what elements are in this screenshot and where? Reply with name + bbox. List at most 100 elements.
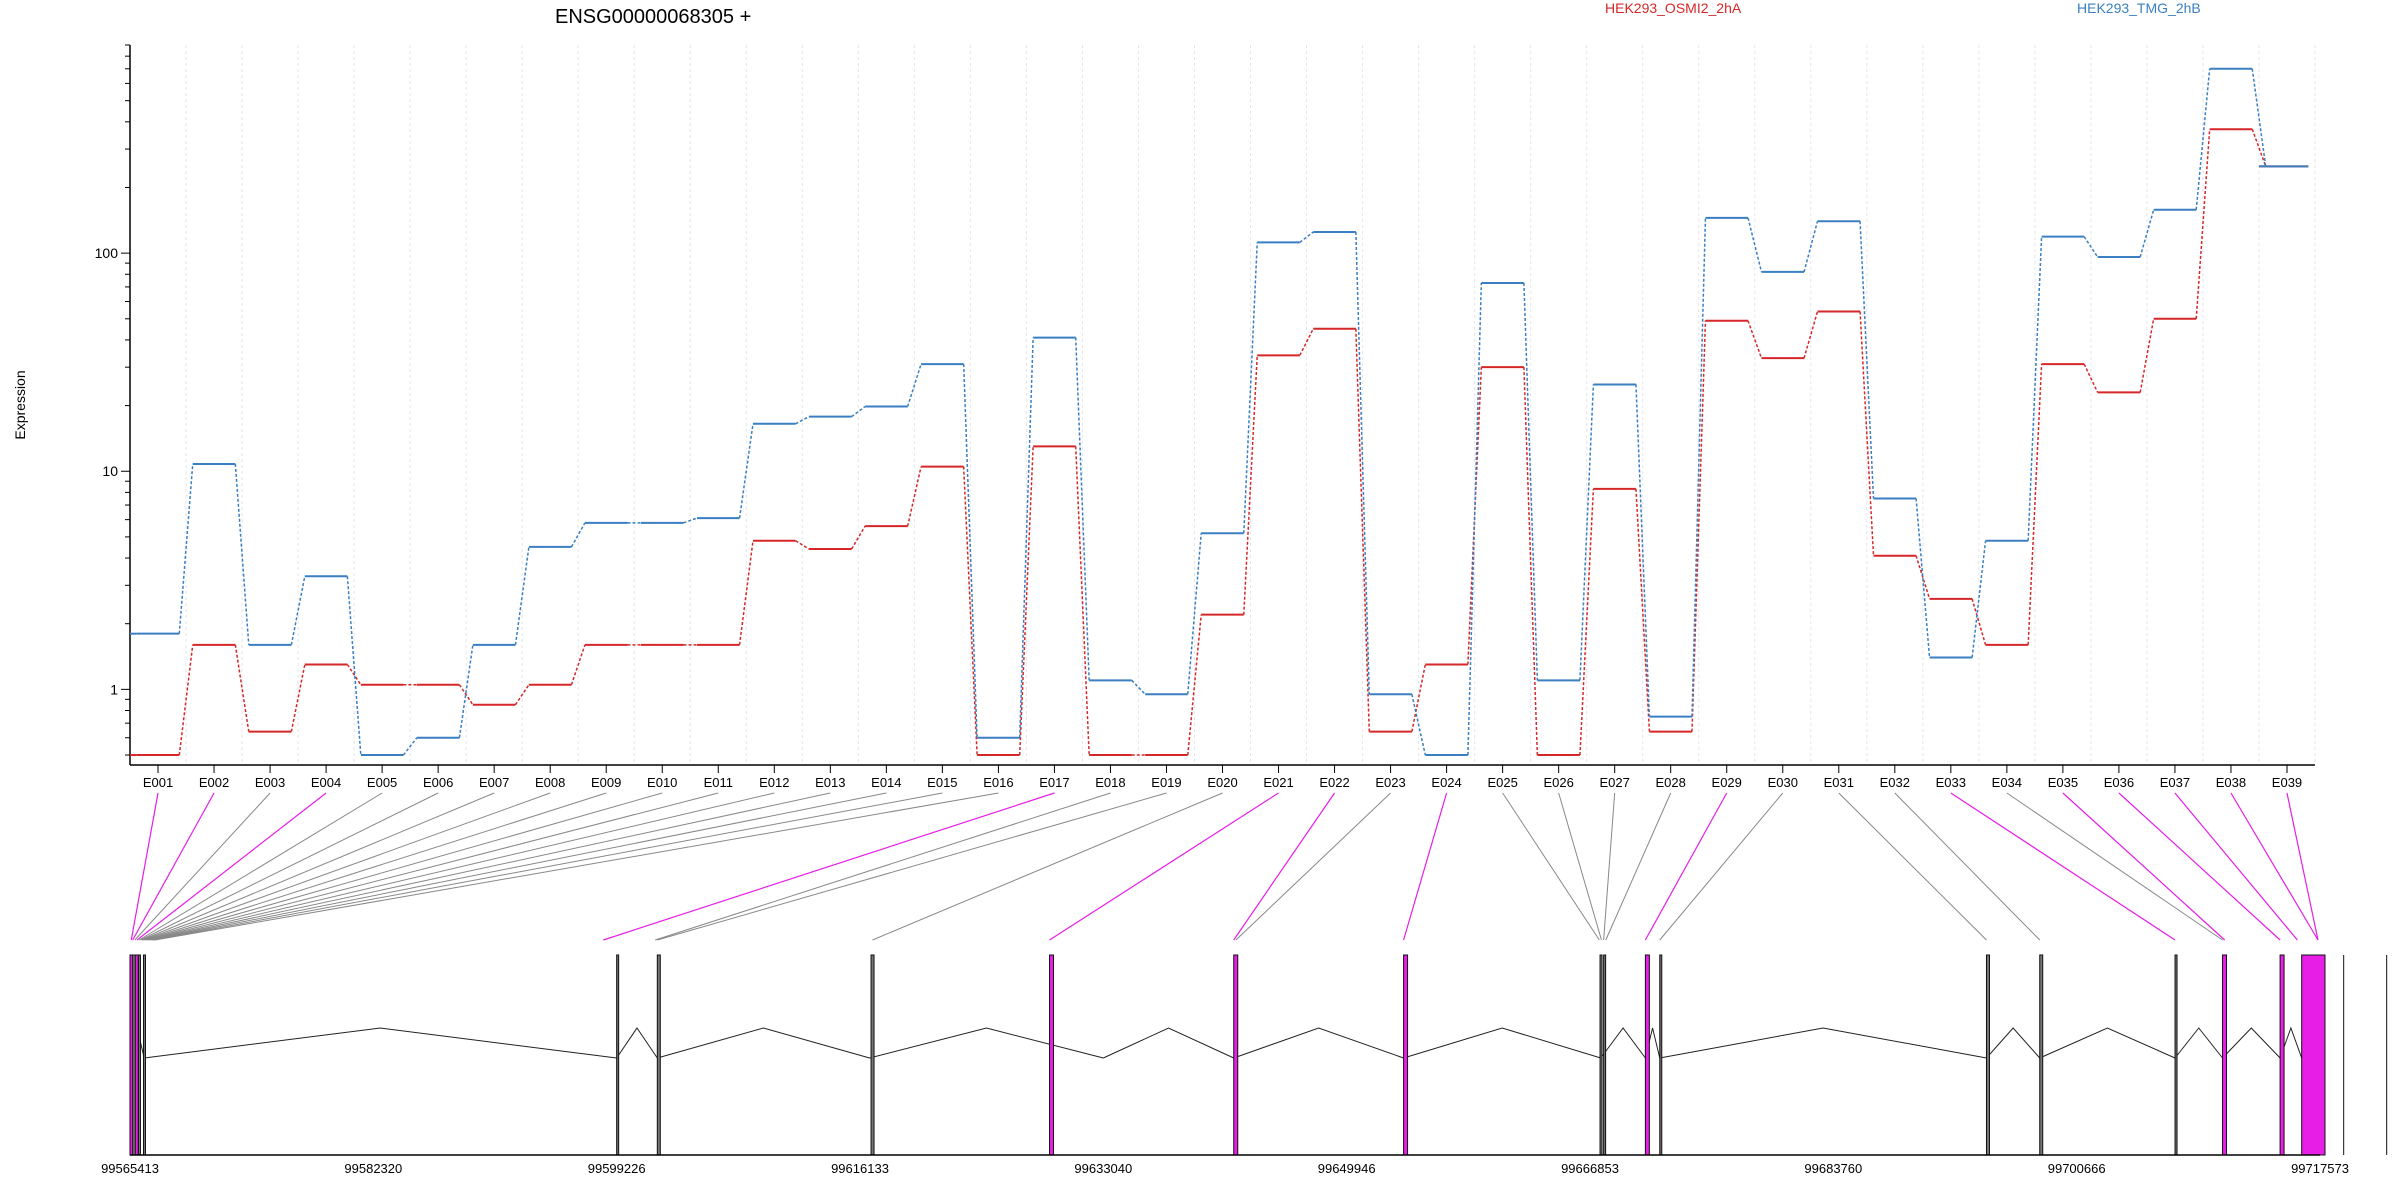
series-1-transition bbox=[346, 664, 362, 686]
genomic-tick-label: 99616133 bbox=[831, 1161, 889, 1176]
connector-E031 bbox=[1838, 792, 1987, 941]
connector-E010 bbox=[146, 792, 663, 941]
exon-box bbox=[1659, 954, 1663, 1156]
series-1-transition bbox=[1355, 328, 1371, 732]
exon-axis: E001 E002 E003 E004 E005 E006 E007 E008 E009 E010… bbox=[130, 764, 2315, 790]
x-tick-label-E032: E032 bbox=[1880, 775, 1910, 790]
x-tick-label-E005: E005 bbox=[367, 775, 397, 790]
connector-E023 bbox=[1235, 792, 1391, 941]
series-2-transition bbox=[683, 517, 698, 524]
x-tick-label-E015: E015 bbox=[927, 775, 957, 790]
x-tick-label-E035: E035 bbox=[2048, 775, 2078, 790]
intron bbox=[869, 1027, 1104, 1059]
genomic-tick-label: 99683760 bbox=[1804, 1161, 1862, 1176]
series-1-transition bbox=[2139, 318, 2155, 393]
exon-box bbox=[616, 954, 620, 1156]
series-1-transition bbox=[1803, 311, 1819, 359]
series-2-transition bbox=[2195, 68, 2211, 210]
series-2-transition bbox=[1074, 337, 1090, 681]
intron bbox=[1103, 1027, 1234, 1059]
x-tick-label-E004: E004 bbox=[311, 775, 341, 790]
intron bbox=[2222, 1027, 2281, 1059]
series-2-transition bbox=[1579, 384, 1595, 681]
exon-box bbox=[1985, 954, 1990, 1156]
y-axis: 1 10 100 bbox=[95, 44, 131, 765]
genomic-tick-label: 99633040 bbox=[1074, 1161, 1132, 1176]
x-tick-label-E039: E039 bbox=[2272, 775, 2302, 790]
intron bbox=[1659, 1027, 1987, 1059]
x-tick-label-E019: E019 bbox=[1151, 775, 1181, 790]
x-tick-label-E033: E033 bbox=[1936, 775, 1966, 790]
series-2-transition bbox=[1411, 694, 1427, 756]
series-2-transition bbox=[2027, 236, 2043, 541]
x-tick-label-E003: E003 bbox=[255, 775, 285, 790]
series-1-transition bbox=[1635, 488, 1651, 732]
exon-box bbox=[656, 954, 661, 1156]
series-2-transition bbox=[570, 522, 586, 548]
exon-box bbox=[2174, 954, 2178, 1156]
series-2-transition bbox=[1243, 242, 1258, 534]
x-tick-label-E016: E016 bbox=[983, 775, 1013, 790]
exon-box bbox=[1644, 954, 1650, 1156]
x-tick-label-E023: E023 bbox=[1375, 775, 1405, 790]
connector-E038 bbox=[2230, 792, 2319, 941]
x-tick-label-E014: E014 bbox=[871, 775, 901, 790]
intron bbox=[2174, 1027, 2223, 1059]
connector-E028 bbox=[1605, 792, 1672, 941]
x-tick-label-E001: E001 bbox=[143, 775, 173, 790]
x-tick-label-E008: E008 bbox=[535, 775, 565, 790]
connector-E003 bbox=[134, 792, 271, 941]
connector-E022 bbox=[1233, 792, 1336, 941]
series-1-transition bbox=[850, 525, 866, 550]
connector-E039 bbox=[2286, 792, 2319, 941]
connector-E020 bbox=[872, 792, 1223, 941]
genomic-axis: 99565413 99582320 99599226 99616133 99633040… bbox=[101, 1154, 2349, 1176]
series-1-transition bbox=[1915, 555, 1931, 600]
series-1-transition bbox=[962, 466, 978, 756]
x-tick-label-E031: E031 bbox=[1824, 775, 1854, 790]
connector-E021 bbox=[1049, 792, 1279, 941]
connector-E007 bbox=[141, 792, 495, 941]
y-axis-label: Expression bbox=[12, 370, 28, 439]
series-1-transition bbox=[1747, 320, 1763, 359]
series-2-transition bbox=[1467, 282, 1483, 756]
genomic-tick-label: 99565413 bbox=[101, 1161, 159, 1176]
connector-E017 bbox=[603, 792, 1055, 941]
x-tick-label-E030: E030 bbox=[1768, 775, 1798, 790]
exon-box bbox=[2039, 954, 2044, 1156]
x-tick-label-E028: E028 bbox=[1656, 775, 1686, 790]
y-tick-label: 10 bbox=[102, 463, 118, 479]
x-tick-label-E037: E037 bbox=[2160, 775, 2190, 790]
series-1-transition bbox=[290, 664, 306, 732]
connector-E037 bbox=[2174, 792, 2298, 941]
series-1-transition bbox=[2027, 364, 2043, 645]
genomic-tick-label: 99649946 bbox=[1318, 1161, 1376, 1176]
connector-E024 bbox=[1402, 792, 1448, 941]
x-tick-label-E036: E036 bbox=[2104, 775, 2134, 790]
intron bbox=[616, 1027, 658, 1059]
exon-box bbox=[134, 954, 139, 1156]
connector-E001 bbox=[130, 792, 159, 941]
connector-E018 bbox=[654, 792, 1111, 941]
series-2-transition bbox=[1018, 337, 1034, 738]
series-2-transition bbox=[2139, 209, 2155, 258]
series-1-transition bbox=[178, 644, 194, 756]
exon-box bbox=[2279, 954, 2285, 1156]
connector-E012 bbox=[149, 792, 775, 941]
series-1-transition bbox=[1859, 311, 1875, 556]
gene-model bbox=[129, 954, 2388, 1156]
series-2-transition bbox=[1747, 217, 1763, 273]
exon-box bbox=[137, 954, 141, 1156]
intron bbox=[1600, 1027, 1646, 1059]
series-1-transition bbox=[2195, 129, 2211, 319]
connector-E036 bbox=[2118, 792, 2281, 941]
series-1-transition bbox=[1018, 446, 1034, 756]
connector-E033 bbox=[1950, 792, 2176, 941]
series-1-transition bbox=[458, 684, 474, 706]
x-tick-label-E025: E025 bbox=[1487, 775, 1517, 790]
series-2-transition bbox=[962, 364, 978, 738]
x-tick-label-E007: E007 bbox=[479, 775, 509, 790]
intron bbox=[657, 1027, 870, 1059]
connector-E009 bbox=[144, 792, 607, 941]
x-tick-label-E027: E027 bbox=[1599, 775, 1629, 790]
